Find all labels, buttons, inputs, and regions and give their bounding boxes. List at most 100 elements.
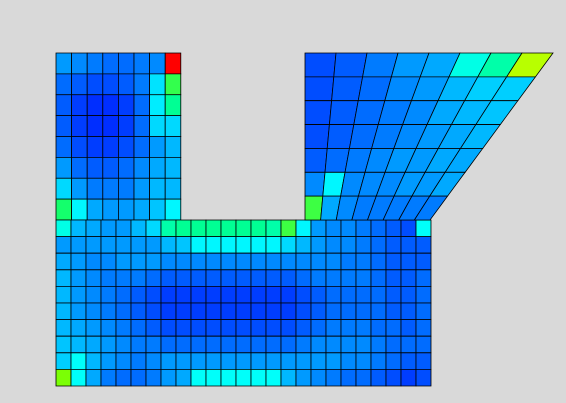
mesh-element — [325, 269, 342, 287]
mesh-element — [102, 94, 119, 117]
mesh-element — [333, 52, 368, 78]
mesh-element — [149, 52, 166, 75]
mesh-element — [400, 302, 417, 321]
mesh-element — [295, 368, 312, 387]
mesh-element — [85, 335, 102, 354]
mesh-element — [220, 285, 237, 304]
mesh-element — [160, 236, 177, 254]
mesh-element — [280, 319, 297, 337]
mesh-element — [71, 115, 88, 137]
mesh-element — [325, 236, 342, 254]
mesh-element — [133, 52, 151, 75]
mesh-element — [205, 219, 222, 238]
mesh-element — [370, 236, 387, 254]
mesh-element — [70, 269, 87, 287]
mesh-element — [295, 219, 312, 238]
mesh-element — [190, 252, 207, 271]
mesh-element — [250, 352, 267, 370]
mesh-element — [55, 368, 72, 387]
mesh-element — [400, 335, 417, 354]
mesh-element — [118, 52, 135, 75]
mesh-element — [102, 52, 119, 75]
mesh-element — [160, 319, 177, 337]
mesh-element — [205, 302, 222, 321]
mesh-element — [133, 136, 151, 158]
mesh-element — [145, 368, 162, 387]
mesh-element — [100, 219, 117, 238]
mesh-element — [70, 302, 87, 321]
mesh-element — [385, 319, 402, 337]
mesh-element — [340, 285, 357, 304]
mesh-element — [220, 368, 237, 387]
mesh-element — [55, 198, 72, 221]
mesh-element — [130, 368, 147, 387]
mesh-element — [102, 115, 119, 137]
mesh-element — [85, 302, 102, 321]
mesh-element — [310, 335, 327, 354]
mesh-element — [70, 219, 87, 238]
mesh-element — [55, 73, 72, 96]
mesh-element — [325, 219, 342, 238]
mesh-element — [310, 352, 327, 370]
mesh-element — [265, 368, 282, 387]
mesh-element — [304, 195, 324, 221]
mesh-element — [310, 319, 327, 337]
mesh-element — [304, 171, 326, 197]
mesh-element — [175, 319, 192, 337]
mesh-element — [100, 252, 117, 271]
mesh-element — [415, 285, 432, 304]
mesh-element — [340, 269, 357, 287]
mesh-element — [190, 319, 207, 337]
mesh-element — [190, 236, 207, 254]
mesh-element — [220, 335, 237, 354]
mesh-element — [145, 319, 162, 337]
mesh-element — [133, 156, 151, 179]
mesh-element — [160, 269, 177, 287]
mesh-element — [265, 252, 282, 271]
mesh-element — [149, 73, 166, 96]
mesh-element — [164, 115, 182, 137]
mesh-element — [235, 319, 252, 337]
mesh-element — [340, 219, 357, 238]
mesh-element — [86, 94, 104, 117]
mesh-element — [370, 285, 387, 304]
mesh-element — [304, 124, 330, 149]
mesh-element — [130, 285, 147, 304]
mesh-element — [145, 252, 162, 271]
mesh-element — [370, 302, 387, 321]
mesh-element — [115, 352, 132, 370]
mesh-element — [295, 319, 312, 337]
mesh-element — [280, 368, 297, 387]
mesh-element — [190, 335, 207, 354]
mesh-element — [235, 236, 252, 254]
mesh-element — [340, 352, 357, 370]
mesh-element — [55, 319, 72, 337]
mesh-element — [55, 94, 72, 117]
mesh-element — [71, 177, 88, 200]
mesh-element — [205, 252, 222, 271]
mesh-element — [190, 352, 207, 370]
mesh-element — [385, 269, 402, 287]
mesh-element — [130, 219, 147, 238]
mesh-element — [55, 236, 72, 254]
mesh-element — [70, 319, 87, 337]
mesh-element — [415, 319, 432, 337]
mesh-element — [86, 136, 104, 158]
mesh-element — [415, 335, 432, 354]
mesh-element — [328, 100, 359, 125]
mesh-element — [310, 302, 327, 321]
mesh-element — [115, 302, 132, 321]
mesh-element — [340, 302, 357, 321]
mesh-element — [235, 285, 252, 304]
mesh-element — [220, 269, 237, 287]
mesh-element — [85, 352, 102, 370]
mesh-element — [86, 52, 104, 75]
mesh-element — [190, 368, 207, 387]
mesh-element — [190, 285, 207, 304]
mesh-element — [175, 302, 192, 321]
mesh-element — [220, 352, 237, 370]
mesh-element — [415, 302, 432, 321]
mesh-element — [340, 319, 357, 337]
mesh-element — [205, 335, 222, 354]
mesh-element — [385, 352, 402, 370]
